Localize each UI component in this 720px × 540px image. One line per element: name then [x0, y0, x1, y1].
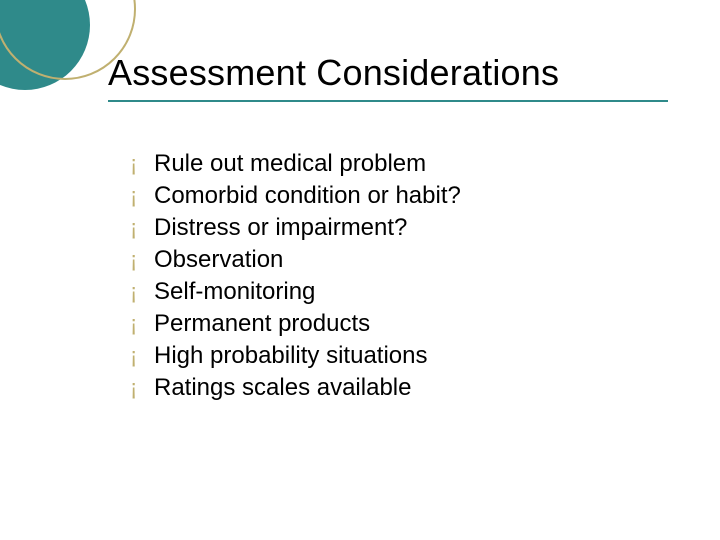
bullet-icon: ¡ — [130, 247, 154, 273]
list-item-text: Distress or impairment? — [154, 214, 407, 242]
slide: Assessment Considerations ¡ Rule out med… — [0, 0, 720, 540]
list-item-text: Rule out medical problem — [154, 150, 426, 178]
bullet-list: ¡ Rule out medical problem ¡ Comorbid co… — [130, 150, 660, 406]
list-item: ¡ Distress or impairment? — [130, 214, 660, 242]
bullet-icon: ¡ — [130, 311, 154, 337]
list-item: ¡ High probability situations — [130, 342, 660, 370]
list-item: ¡ Self-monitoring — [130, 278, 660, 306]
bullet-icon: ¡ — [130, 279, 154, 305]
list-item-text: Permanent products — [154, 310, 370, 338]
list-item-text: Ratings scales available — [154, 374, 411, 402]
list-item: ¡ Comorbid condition or habit? — [130, 182, 660, 210]
list-item-text: Observation — [154, 246, 283, 274]
list-item-text: High probability situations — [154, 342, 427, 370]
bullet-icon: ¡ — [130, 343, 154, 369]
slide-title: Assessment Considerations — [108, 52, 680, 94]
list-item: ¡ Ratings scales available — [130, 374, 660, 402]
list-item: ¡ Observation — [130, 246, 660, 274]
bullet-icon: ¡ — [130, 375, 154, 401]
title-underline — [108, 100, 668, 102]
list-item-text: Comorbid condition or habit? — [154, 182, 461, 210]
list-item: ¡ Rule out medical problem — [130, 150, 660, 178]
list-item: ¡ Permanent products — [130, 310, 660, 338]
bullet-icon: ¡ — [130, 151, 154, 177]
title-area: Assessment Considerations — [108, 52, 680, 102]
list-item-text: Self-monitoring — [154, 278, 315, 306]
bullet-icon: ¡ — [130, 183, 154, 209]
bullet-icon: ¡ — [130, 215, 154, 241]
